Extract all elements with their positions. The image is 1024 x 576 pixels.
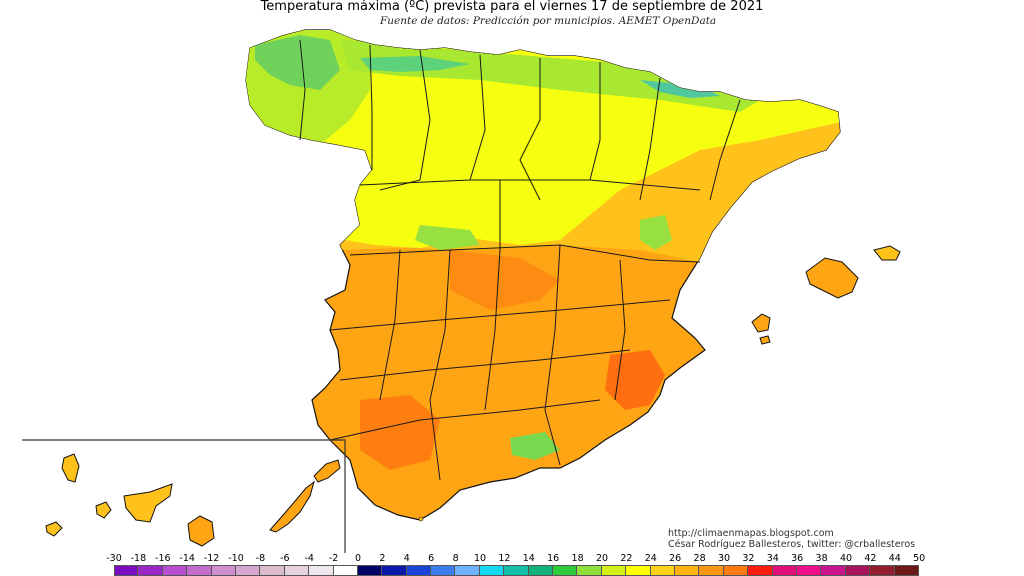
legend-label: 34 xyxy=(766,553,779,564)
legend-swatch xyxy=(870,565,895,576)
legend-swatch xyxy=(455,565,480,576)
legend-swatch xyxy=(601,565,627,576)
legend-label: 30 xyxy=(717,553,731,564)
legend-swatch xyxy=(504,565,529,576)
legend-label: -14 xyxy=(179,553,195,564)
formentera-island xyxy=(759,335,771,345)
legend-swatch xyxy=(235,565,261,576)
legend-swatch xyxy=(333,565,358,576)
legend-swatch xyxy=(309,565,334,576)
legend-label: 6 xyxy=(428,553,435,564)
legend-swatch xyxy=(431,565,456,576)
legend-swatch xyxy=(821,565,846,576)
legend-label: -18 xyxy=(130,553,147,564)
legend-swatch xyxy=(162,565,188,576)
legend-label: 38 xyxy=(815,553,828,564)
legend-color-scale xyxy=(114,565,919,576)
legend-label: -2 xyxy=(328,553,339,564)
legend-swatch xyxy=(406,565,432,576)
legend-swatch xyxy=(699,565,724,576)
legend-swatch xyxy=(748,565,773,576)
legend-swatch xyxy=(284,565,310,576)
legend-swatch xyxy=(723,565,749,576)
legend-swatch xyxy=(553,565,578,576)
legend-label: -4 xyxy=(304,553,314,564)
canary-inset-frame xyxy=(22,439,346,553)
legend-label: 4 xyxy=(403,553,410,564)
legend-swatch xyxy=(674,565,700,576)
legend-labels: -30 -18 -16 -14 -12 -10 -8 -6 -4 -2 0 2 4 6 8 10 12 14 16 1… xyxy=(0,553,1024,565)
legend-label: 22 xyxy=(620,553,633,564)
mallorca-island xyxy=(805,257,859,299)
la-gomera-island xyxy=(95,501,112,519)
legend-swatch xyxy=(528,565,554,576)
legend-swatch xyxy=(845,565,871,576)
legend-label: 2 xyxy=(379,553,386,564)
legend-swatch xyxy=(138,565,163,576)
tenerife-island xyxy=(123,483,173,523)
legend-swatch xyxy=(187,565,212,576)
legend-label: 32 xyxy=(742,553,755,564)
legend-label: -10 xyxy=(228,553,244,564)
fuerteventura-island xyxy=(269,480,315,533)
legend-label: 18 xyxy=(571,553,584,564)
legend-label: 8 xyxy=(452,553,459,564)
canary-islands xyxy=(45,453,341,547)
legend-swatch xyxy=(796,565,822,576)
menorca-island xyxy=(873,245,901,261)
legend-label: 12 xyxy=(498,553,511,564)
legend-swatch xyxy=(382,565,407,576)
legend-swatch xyxy=(577,565,602,576)
lanzarote-island xyxy=(313,459,341,483)
legend-label: 44 xyxy=(888,553,901,564)
legend-label: 42 xyxy=(864,553,877,564)
gran-canaria-island xyxy=(187,515,215,547)
legend-swatch xyxy=(357,565,383,576)
legend-swatch xyxy=(626,565,651,576)
data-source-subtitle: Fuente de datos: Predicción por municipi… xyxy=(380,15,717,27)
legend-label: 28 xyxy=(693,553,706,564)
legend-swatch xyxy=(650,565,675,576)
legend-label: 26 xyxy=(669,553,682,564)
legend-label: -30 xyxy=(106,553,122,564)
legend-label: 14 xyxy=(522,553,535,564)
legend-label: -8 xyxy=(255,553,266,564)
province-borders xyxy=(299,39,741,481)
legend-label: 50 xyxy=(913,553,926,564)
legend-label: 10 xyxy=(473,553,487,564)
legend-label: 16 xyxy=(547,553,560,564)
el-hierro-island xyxy=(45,521,63,537)
legend-label: -12 xyxy=(203,553,220,564)
legend-swatch xyxy=(479,565,505,576)
legend-label: -16 xyxy=(155,553,171,564)
legend-label: 36 xyxy=(791,553,804,564)
author-credit: César Rodríguez Ballesteros, twitter: @c… xyxy=(668,538,916,550)
map-title: Temperatura máxima (ºC) prevista para el… xyxy=(260,0,764,14)
legend-swatch xyxy=(772,565,797,576)
la-palma-island xyxy=(61,453,80,483)
legend-label: 0 xyxy=(354,553,362,564)
ibiza-island xyxy=(751,313,771,333)
legend-label: 40 xyxy=(839,553,853,564)
legend-swatch xyxy=(894,565,919,576)
legend-swatch xyxy=(260,565,285,576)
legend-swatch xyxy=(114,565,139,576)
legend-label: -6 xyxy=(280,553,290,564)
legend-swatch xyxy=(211,565,236,576)
ceuta xyxy=(418,516,424,522)
credits-block: http://climaenmapas.blogspot.com César R… xyxy=(668,528,916,550)
legend-label: 20 xyxy=(595,553,609,564)
legend-label: 24 xyxy=(644,553,657,564)
blog-url: http://climaenmapas.blogspot.com xyxy=(668,528,834,539)
